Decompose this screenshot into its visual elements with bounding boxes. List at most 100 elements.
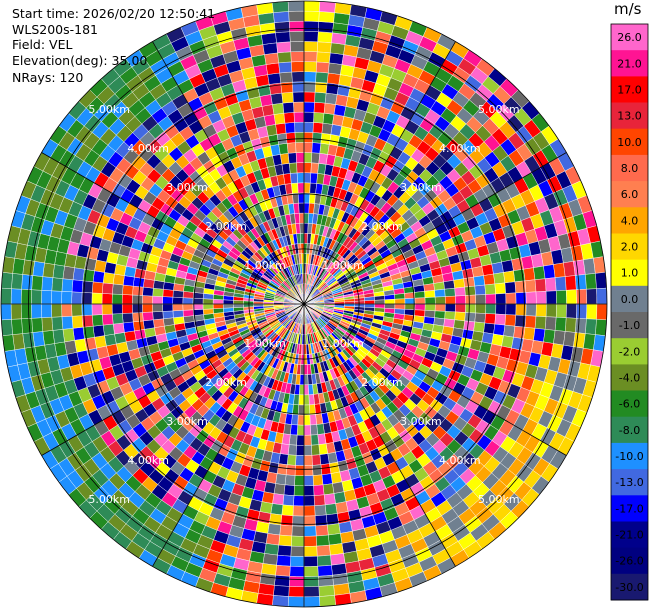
range-gate-cell xyxy=(394,293,406,300)
range-gate-cell xyxy=(265,124,278,137)
range-gate-cell xyxy=(297,404,305,416)
range-gate-cell xyxy=(333,491,347,504)
range-gate-cell xyxy=(296,424,305,436)
range-gate-cell xyxy=(41,276,54,292)
range-gate-cell xyxy=(102,323,115,336)
range-gate-cell xyxy=(303,414,311,426)
range-gate-cell xyxy=(303,91,316,103)
range-gate-cell xyxy=(484,313,496,325)
range-gate-cell xyxy=(463,276,476,288)
range-gate-cell xyxy=(317,433,327,445)
range-gate-cell xyxy=(384,303,396,310)
range-gate-cell xyxy=(121,294,133,305)
range-gate-cell xyxy=(72,326,85,341)
range-gate-cell xyxy=(315,71,329,84)
range-gate-cell xyxy=(289,31,305,43)
range-gate-cell xyxy=(71,291,83,305)
range-gate-cell xyxy=(495,293,507,305)
range-gate-cell xyxy=(299,222,305,234)
range-gate-cell xyxy=(310,162,320,174)
range-gate-cell xyxy=(112,322,125,335)
range-gate-cell xyxy=(303,162,312,174)
range-gate-cell xyxy=(322,112,335,125)
range-gate-cell xyxy=(42,262,55,278)
range-gate-cell xyxy=(270,92,284,105)
range-gate-cell xyxy=(574,318,587,334)
range-gate-cell xyxy=(414,303,426,311)
range-gate-cell xyxy=(310,434,320,446)
range-gate-cell xyxy=(294,212,301,224)
range-gate-cell xyxy=(172,303,184,312)
range-gate-cell xyxy=(454,311,466,322)
range-gate-cell xyxy=(273,585,290,597)
range-gate-cell xyxy=(303,182,311,194)
range-gate-cell xyxy=(222,299,234,305)
range-gate-cell xyxy=(328,62,343,75)
range-gate-cell xyxy=(465,303,476,314)
range-gate-cell xyxy=(328,533,343,546)
range-gate-cell xyxy=(290,545,305,557)
range-ring-label: 3.00km xyxy=(166,181,208,194)
nrays-label: NRays: 120 xyxy=(12,70,84,85)
range-gate-cell xyxy=(481,263,494,276)
range-gate-cell xyxy=(42,330,55,346)
range-ring-label: 5.00km xyxy=(88,493,130,506)
range-gate-cell xyxy=(535,303,547,317)
colorbar-tick-label: 1.0 xyxy=(621,267,639,280)
range-gate-cell xyxy=(303,465,314,476)
range-gate-cell xyxy=(102,313,114,326)
range-gate-cell xyxy=(504,314,517,327)
range-gate-cell xyxy=(394,303,406,310)
range-gate-cell xyxy=(331,563,347,576)
range-gate-cell xyxy=(564,275,577,291)
range-gate-cell xyxy=(303,354,308,365)
range-gate-cell xyxy=(303,10,320,22)
range-gate-cell xyxy=(162,310,174,320)
range-gate-cell xyxy=(534,315,547,330)
range-gate-cell xyxy=(384,294,396,301)
range-gate-cell xyxy=(277,51,292,64)
range-gate-cell xyxy=(323,493,336,506)
range-gate-cell xyxy=(303,434,312,446)
range-gate-cell xyxy=(290,172,298,184)
range-gate-cell xyxy=(316,51,331,64)
range-gate-cell xyxy=(316,423,325,435)
range-gate-cell xyxy=(329,543,344,556)
range-gate-cell xyxy=(112,273,125,286)
range-gate-cell xyxy=(20,288,32,305)
range-gate-cell xyxy=(434,310,446,320)
range-gate-cell xyxy=(295,455,305,466)
range-gate-cell xyxy=(494,282,506,295)
range-gate-cell xyxy=(288,20,305,32)
range-ring-label: 3.00km xyxy=(400,181,442,194)
range-gate-cell xyxy=(162,303,174,312)
range-gate-cell xyxy=(173,316,185,325)
range-gate-cell xyxy=(1,319,13,336)
range-gate-cell xyxy=(326,523,341,536)
range-gate-cell xyxy=(291,535,305,547)
range-gate-cell xyxy=(303,444,313,456)
range-gate-cell xyxy=(122,321,135,333)
range-gate-cell xyxy=(493,323,506,336)
range-gate-cell xyxy=(311,444,321,456)
range-gate-cell xyxy=(192,303,204,311)
range-gate-cell xyxy=(483,273,496,286)
range-gate-cell xyxy=(444,311,456,321)
range-gate-cell xyxy=(142,295,153,305)
range-gate-cell xyxy=(272,1,289,13)
range-gate-cell xyxy=(303,505,316,517)
colorbar-tick-label: 10.0 xyxy=(617,136,642,149)
range-ring-label: 2.00km xyxy=(361,376,403,389)
range-gate-cell xyxy=(287,596,305,608)
range-gate-cell xyxy=(283,173,292,185)
range-gate-cell xyxy=(303,142,313,153)
range-gate-cell xyxy=(265,62,280,75)
range-gate-cell xyxy=(503,270,516,284)
colorbar-tick-label: 6.0 xyxy=(621,188,639,201)
colorbar-tick-label: 17.0 xyxy=(617,84,642,97)
range-gate-cell xyxy=(292,91,305,103)
range-gate-cell xyxy=(565,289,577,305)
range-gate-cell xyxy=(91,303,103,316)
colorbar-tick-label: -21.0 xyxy=(615,529,643,542)
